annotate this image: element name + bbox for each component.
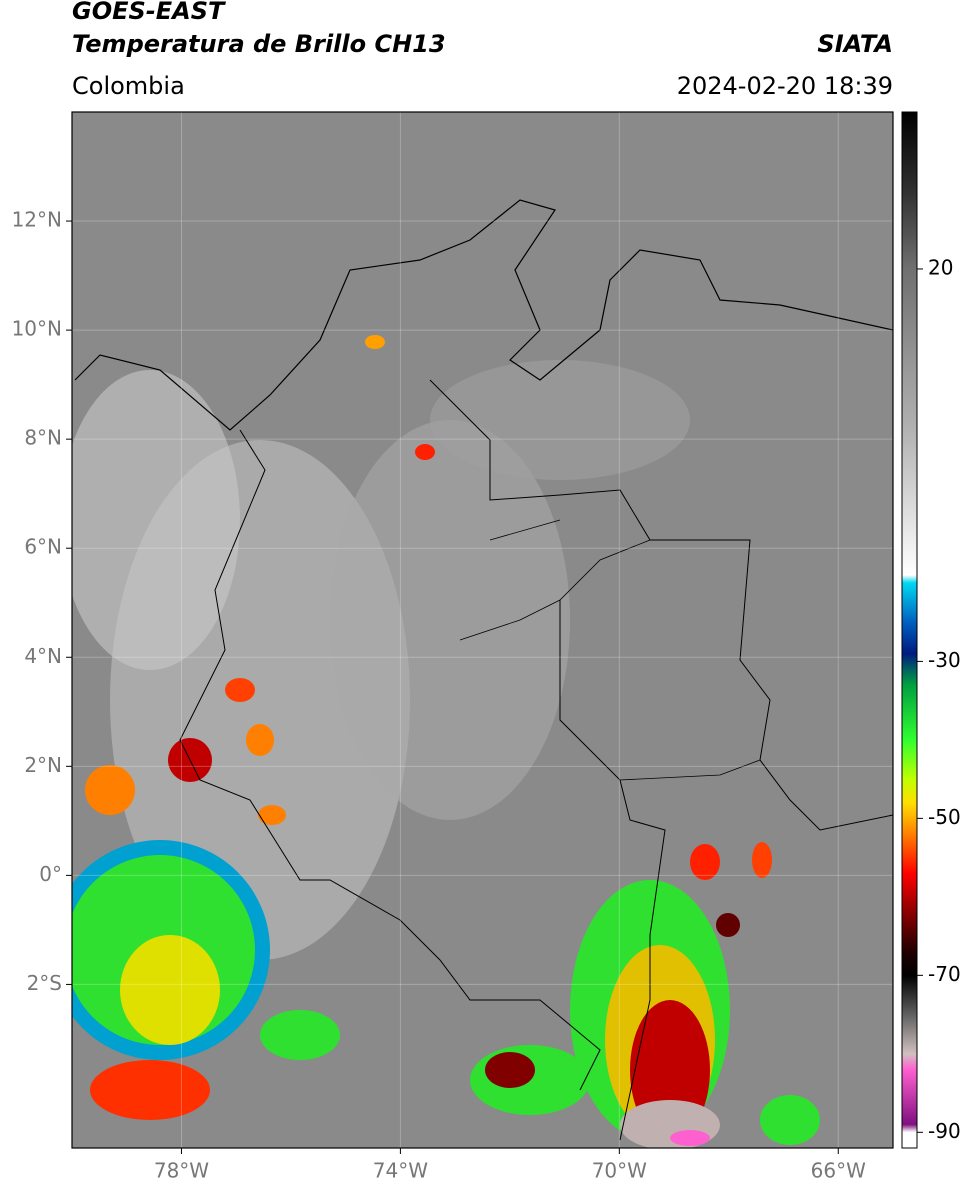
- colorbar-tick-label: -70: [928, 962, 961, 986]
- datetime: 2024-02-20 18:39: [677, 72, 893, 100]
- lon-tick-label: 78°W: [154, 1159, 209, 1183]
- imagery: [72, 199, 893, 1148]
- colorbar-tick-label: -30: [928, 648, 961, 672]
- colorbar: [901, 111, 918, 1149]
- lat-tick-label: 4°N: [24, 644, 62, 668]
- map-frame: [71, 111, 894, 1149]
- lon-tick-label: 74°W: [373, 1159, 428, 1183]
- lon-tick-label: 70°W: [592, 1159, 647, 1183]
- lat-tick-label: 0°: [39, 862, 62, 886]
- lat-tick-label: 6°N: [24, 535, 62, 559]
- product: Temperatura de Brillo CH13: [72, 30, 446, 58]
- lat-tick-label: 2°S: [27, 971, 62, 995]
- region: Colombia: [72, 72, 185, 100]
- lon-tick-label: 66°W: [811, 1159, 866, 1183]
- source: SIATA: [817, 30, 893, 58]
- lat-tick-label: 12°N: [12, 208, 62, 232]
- satellite: GOES-EAST: [72, 0, 226, 25]
- lat-tick-label: 10°N: [12, 317, 62, 341]
- lat-tick-label: 8°N: [24, 426, 62, 450]
- colorbar-tick-label: -50: [928, 805, 961, 829]
- colorbar-tick-label: -90: [928, 1119, 961, 1143]
- colorbar-tick-label: 20: [928, 255, 953, 279]
- lat-tick-label: 2°N: [24, 753, 62, 777]
